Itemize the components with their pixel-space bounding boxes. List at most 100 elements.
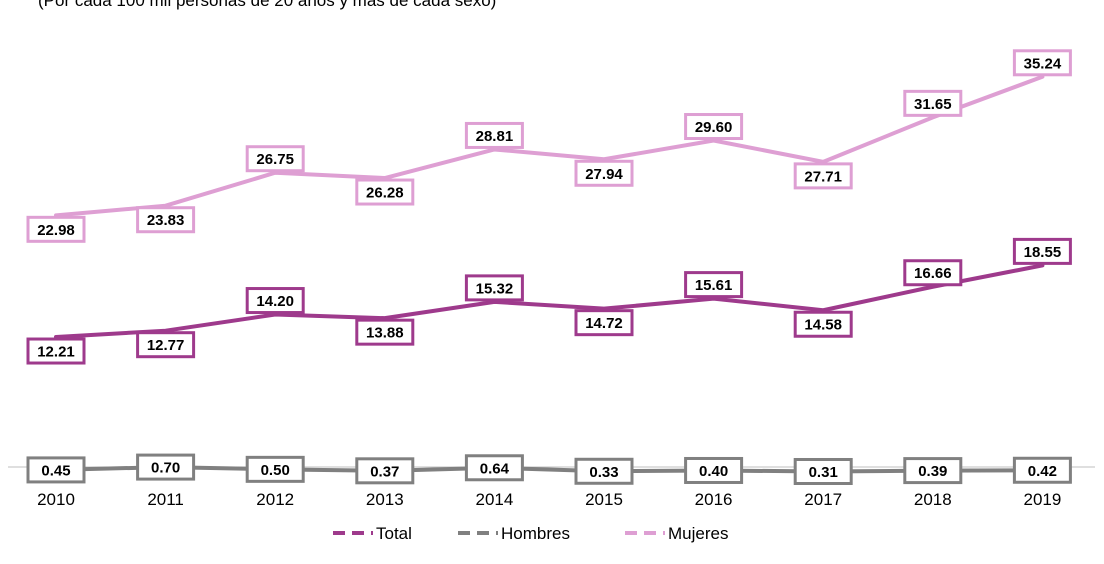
data-label-box — [684, 271, 744, 299]
data-label-box — [793, 457, 853, 485]
series-line-mujeres — [54, 74, 1045, 218]
data-label-box — [26, 215, 86, 243]
x-tick-label: 2012 — [256, 490, 294, 509]
data-label-box — [1012, 49, 1072, 77]
data-label-text: 23.83 — [147, 212, 185, 229]
data-label-text: 14.72 — [585, 315, 623, 332]
data-label-box — [464, 454, 524, 482]
data-label-text: 0.64 — [480, 460, 510, 477]
data-label-text: 12.21 — [37, 344, 75, 361]
data-label-text: 35.24 — [1024, 55, 1062, 72]
data-label-mujeres: 27.94 — [574, 159, 634, 187]
data-label-box — [136, 453, 196, 481]
x-tick-label: 2017 — [804, 490, 842, 509]
data-label-total: 12.21 — [26, 337, 86, 365]
data-label-box — [684, 113, 744, 141]
data-label-box — [245, 145, 305, 173]
data-label-text: 22.98 — [37, 222, 75, 239]
x-tick-label: 2015 — [585, 490, 623, 509]
legend-item-hombres: Hombres — [458, 524, 570, 543]
data-label-hombres: 0.40 — [684, 456, 744, 484]
data-label-text: 27.94 — [585, 166, 623, 183]
data-label-hombres: 0.70 — [136, 453, 196, 481]
data-label-box — [355, 318, 415, 346]
data-label-text: 14.20 — [256, 293, 294, 310]
data-label-text: 15.32 — [476, 280, 514, 297]
data-label-box — [136, 331, 196, 359]
data-label-mujeres: 31.65 — [903, 89, 963, 117]
data-label-box — [793, 162, 853, 190]
legend-label-total: Total — [376, 524, 412, 543]
data-label-box — [903, 89, 963, 117]
data-label-text: 0.31 — [809, 464, 838, 481]
data-label-hombres: 0.64 — [464, 454, 524, 482]
data-label-box — [574, 159, 634, 187]
data-label-box — [464, 274, 524, 302]
data-label-box — [245, 287, 305, 315]
data-label-box — [355, 457, 415, 485]
data-label-hombres: 0.45 — [26, 456, 86, 484]
data-label-box — [574, 309, 634, 337]
data-label-hombres: 0.33 — [574, 457, 634, 485]
data-label-mujeres: 29.60 — [684, 113, 744, 141]
data-label-mujeres: 26.75 — [245, 145, 305, 173]
data-label-mujeres: 26.28 — [355, 178, 415, 206]
data-label-total: 16.66 — [903, 259, 963, 287]
x-tick-label: 2013 — [366, 490, 404, 509]
data-label-box — [574, 457, 634, 485]
data-label-box — [26, 337, 86, 365]
data-label-text: 0.37 — [370, 463, 399, 480]
legend-label-hombres: Hombres — [501, 524, 570, 543]
data-label-text: 18.55 — [1024, 244, 1062, 261]
data-label-total: 14.72 — [574, 309, 634, 337]
data-label-total: 14.58 — [793, 310, 853, 338]
data-label-mujeres: 27.71 — [793, 162, 853, 190]
x-tick-label: 2010 — [37, 490, 75, 509]
legend-item-mujeres: Mujeres — [625, 524, 728, 543]
data-label-text: 31.65 — [914, 96, 952, 113]
series-line-hombres — [54, 465, 1045, 474]
x-tick-label: 2011 — [147, 490, 184, 509]
data-label-total: 14.20 — [245, 287, 305, 315]
data-label-total: 18.55 — [1012, 237, 1072, 265]
data-label-mujeres: 23.83 — [136, 206, 196, 234]
data-label-text: 0.70 — [151, 460, 180, 477]
data-label-box — [1012, 237, 1072, 265]
data-label-text: 0.33 — [589, 464, 618, 481]
data-label-text: 0.50 — [261, 462, 290, 479]
data-label-box — [1012, 456, 1072, 484]
data-label-text: 0.42 — [1028, 463, 1057, 480]
data-label-box — [136, 206, 196, 234]
data-label-text: 13.88 — [366, 325, 404, 342]
data-label-total: 12.77 — [136, 331, 196, 359]
data-label-text: 28.81 — [476, 128, 514, 145]
data-label-text: 26.75 — [256, 151, 294, 168]
data-label-mujeres: 22.98 — [26, 215, 86, 243]
data-label-box — [355, 178, 415, 206]
data-label-box — [903, 259, 963, 287]
data-label-text: 14.58 — [804, 317, 842, 334]
data-label-text: 0.40 — [699, 463, 728, 480]
data-label-box — [464, 121, 524, 149]
data-label-hombres: 0.42 — [1012, 456, 1072, 484]
data-label-total: 15.32 — [464, 274, 524, 302]
data-label-total: 13.88 — [355, 318, 415, 346]
data-label-hombres: 0.31 — [793, 457, 853, 485]
x-tick-label: 2019 — [1023, 490, 1061, 509]
data-label-text: 15.61 — [695, 277, 733, 294]
data-label-text: 29.60 — [695, 119, 733, 136]
data-label-text: 12.77 — [147, 337, 185, 354]
data-label-box — [793, 310, 853, 338]
legend-item-total: Total — [333, 524, 412, 543]
data-label-hombres: 0.50 — [245, 455, 305, 483]
data-label-mujeres: 35.24 — [1012, 49, 1072, 77]
legend-label-mujeres: Mujeres — [668, 524, 728, 543]
data-label-text: 26.28 — [366, 185, 404, 202]
data-label-box — [903, 457, 963, 485]
data-label-text: 27.71 — [804, 168, 842, 185]
x-tick-label: 2018 — [914, 490, 952, 509]
data-label-text: 0.45 — [41, 462, 70, 479]
data-label-text: 16.66 — [914, 265, 952, 282]
x-tick-label: 2016 — [695, 490, 733, 509]
